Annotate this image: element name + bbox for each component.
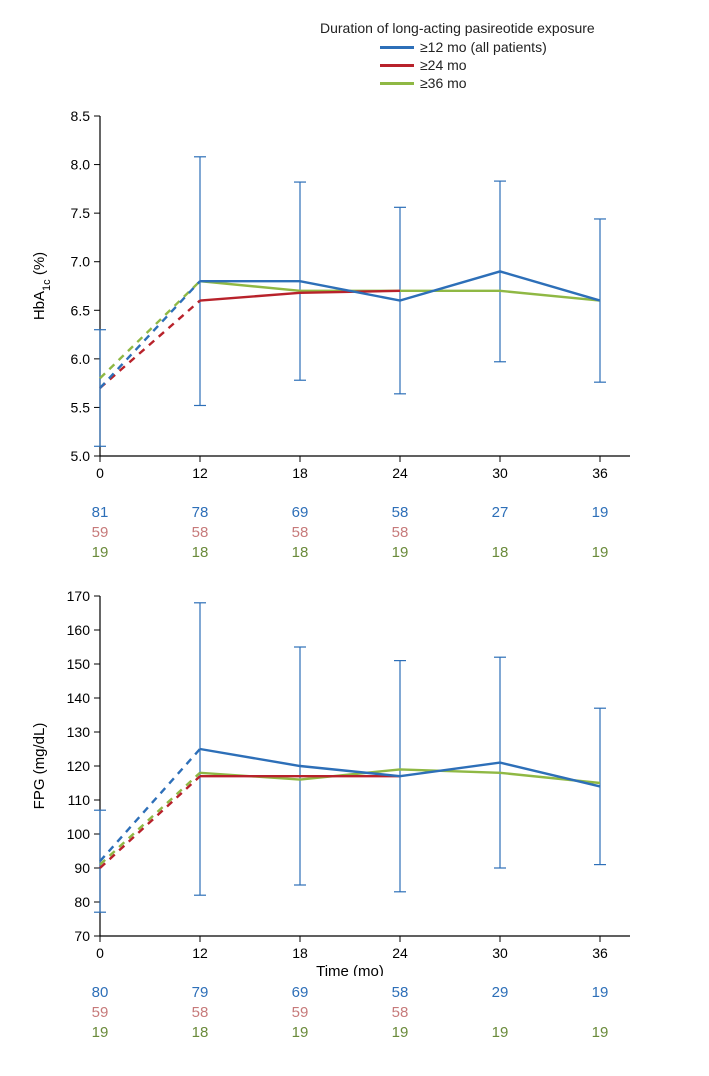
- y-tick-label: 120: [67, 758, 91, 774]
- chart-panel-hba1c: 5.0 5.5 6.0 6.5 7.0 7.5 8.0 8.5 0 12 18 24 30 36 HbA1c…: [20, 96, 689, 562]
- x-tick-label: 36: [592, 465, 608, 481]
- y-tick-label: 160: [67, 622, 91, 638]
- count-cell: 69: [250, 984, 350, 1001]
- y-tick-label: 5.0: [71, 448, 91, 464]
- y-tick-label: 100: [67, 826, 91, 842]
- series-line-s24: [100, 776, 200, 868]
- count-cell: 19: [250, 1024, 350, 1041]
- count-cell: 29: [450, 984, 550, 1001]
- counts-table: 80796958291959585958191819191919: [20, 982, 689, 1042]
- legend-item: ≥36 mo: [380, 74, 689, 92]
- count-cell: 18: [150, 544, 250, 561]
- y-tick-label: 8.0: [71, 157, 91, 173]
- y-tick-label: 70: [74, 928, 90, 944]
- count-cell: 80: [50, 984, 150, 1001]
- legend-swatch: [380, 46, 414, 49]
- x-tick-label: 18: [292, 465, 308, 481]
- y-tick-label: 90: [74, 860, 90, 876]
- x-tick-label: 30: [492, 465, 508, 481]
- x-tick-label: 18: [292, 945, 308, 961]
- y-tick-label: 170: [67, 588, 91, 604]
- counts-table: 81786958271959585858191818191819: [20, 502, 689, 562]
- count-cell: 19: [550, 1024, 650, 1041]
- x-axis-title: Time (mo): [316, 963, 384, 976]
- count-cell: 59: [50, 524, 150, 541]
- y-tick-label: 7.5: [71, 205, 91, 221]
- series-line-s36: [100, 281, 200, 378]
- count-cell: 81: [50, 504, 150, 521]
- count-cell: 19: [550, 984, 650, 1001]
- y-axis-title: FPG (mg/dL): [31, 723, 48, 810]
- count-row: 191819191919: [20, 1022, 689, 1042]
- count-row: 59585958: [20, 1002, 689, 1022]
- legend-label: ≥24 mo: [420, 57, 467, 73]
- legend-item: ≥24 mo: [380, 56, 689, 74]
- series-line-s12: [100, 749, 200, 861]
- y-tick-label: 130: [67, 724, 91, 740]
- count-cell: 78: [150, 504, 250, 521]
- chart-svg: 70 80 90 100 110 120 130 140 150 160 170 0 12 18 24 30 3…: [20, 576, 660, 976]
- count-row: 807969582919: [20, 982, 689, 1002]
- legend-label: ≥36 mo: [420, 75, 467, 91]
- y-axis-title: HbA1c (%): [31, 252, 53, 320]
- count-row: 191818191819: [20, 542, 689, 562]
- x-tick-label: 0: [96, 465, 104, 481]
- x-tick-label: 12: [192, 945, 208, 961]
- count-cell: 27: [450, 504, 550, 521]
- figure-container: Duration of long-acting pasireotide expo…: [20, 20, 689, 1042]
- x-tick-label: 36: [592, 945, 608, 961]
- y-tick-label: 6.5: [71, 302, 91, 318]
- legend-title: Duration of long-acting pasireotide expo…: [320, 20, 689, 36]
- count-row: 59585858: [20, 522, 689, 542]
- count-cell: 59: [250, 1004, 350, 1021]
- y-tick-label: 150: [67, 656, 91, 672]
- count-cell: 58: [150, 1004, 250, 1021]
- count-cell: 18: [450, 544, 550, 561]
- y-tick-label: 140: [67, 690, 91, 706]
- chart-panel-fpg: 70 80 90 100 110 120 130 140 150 160 170 0 12 18 24 30 3…: [20, 576, 689, 1042]
- legend: Duration of long-acting pasireotide expo…: [320, 20, 689, 92]
- count-cell: 19: [550, 504, 650, 521]
- count-cell: 19: [350, 544, 450, 561]
- count-cell: 19: [350, 1024, 450, 1041]
- count-row: 817869582719: [20, 502, 689, 522]
- legend-label: ≥12 mo (all patients): [420, 39, 547, 55]
- y-tick-label: 8.5: [71, 108, 91, 124]
- y-tick-label: 6.0: [71, 351, 91, 367]
- legend-swatch: [380, 82, 414, 85]
- count-cell: 19: [50, 1024, 150, 1041]
- x-tick-label: 0: [96, 945, 104, 961]
- series-line-s36: [100, 773, 200, 865]
- count-cell: 58: [350, 984, 450, 1001]
- count-cell: 58: [350, 524, 450, 541]
- series-line-s24: [100, 301, 200, 388]
- count-cell: 58: [350, 504, 450, 521]
- x-tick-label: 12: [192, 465, 208, 481]
- legend-swatch: [380, 64, 414, 67]
- count-cell: 19: [50, 544, 150, 561]
- y-tick-label: 7.0: [71, 254, 91, 270]
- x-tick-label: 30: [492, 945, 508, 961]
- y-tick-label: 5.5: [71, 399, 91, 415]
- legend-items: ≥12 mo (all patients) ≥24 mo ≥36 mo: [380, 38, 689, 92]
- y-tick-label: 80: [74, 894, 90, 910]
- count-cell: 79: [150, 984, 250, 1001]
- x-tick-label: 24: [392, 945, 408, 961]
- count-cell: 58: [250, 524, 350, 541]
- count-cell: 19: [450, 1024, 550, 1041]
- count-cell: 69: [250, 504, 350, 521]
- x-tick-label: 24: [392, 465, 408, 481]
- count-cell: 19: [550, 544, 650, 561]
- y-tick-label: 110: [68, 792, 91, 808]
- count-cell: 18: [250, 544, 350, 561]
- count-cell: 59: [50, 1004, 150, 1021]
- chart-svg: 5.0 5.5 6.0 6.5 7.0 7.5 8.0 8.5 0 12 18 24 30 36 HbA1c…: [20, 96, 660, 496]
- count-cell: 58: [350, 1004, 450, 1021]
- legend-item: ≥12 mo (all patients): [380, 38, 689, 56]
- count-cell: 58: [150, 524, 250, 541]
- count-cell: 18: [150, 1024, 250, 1041]
